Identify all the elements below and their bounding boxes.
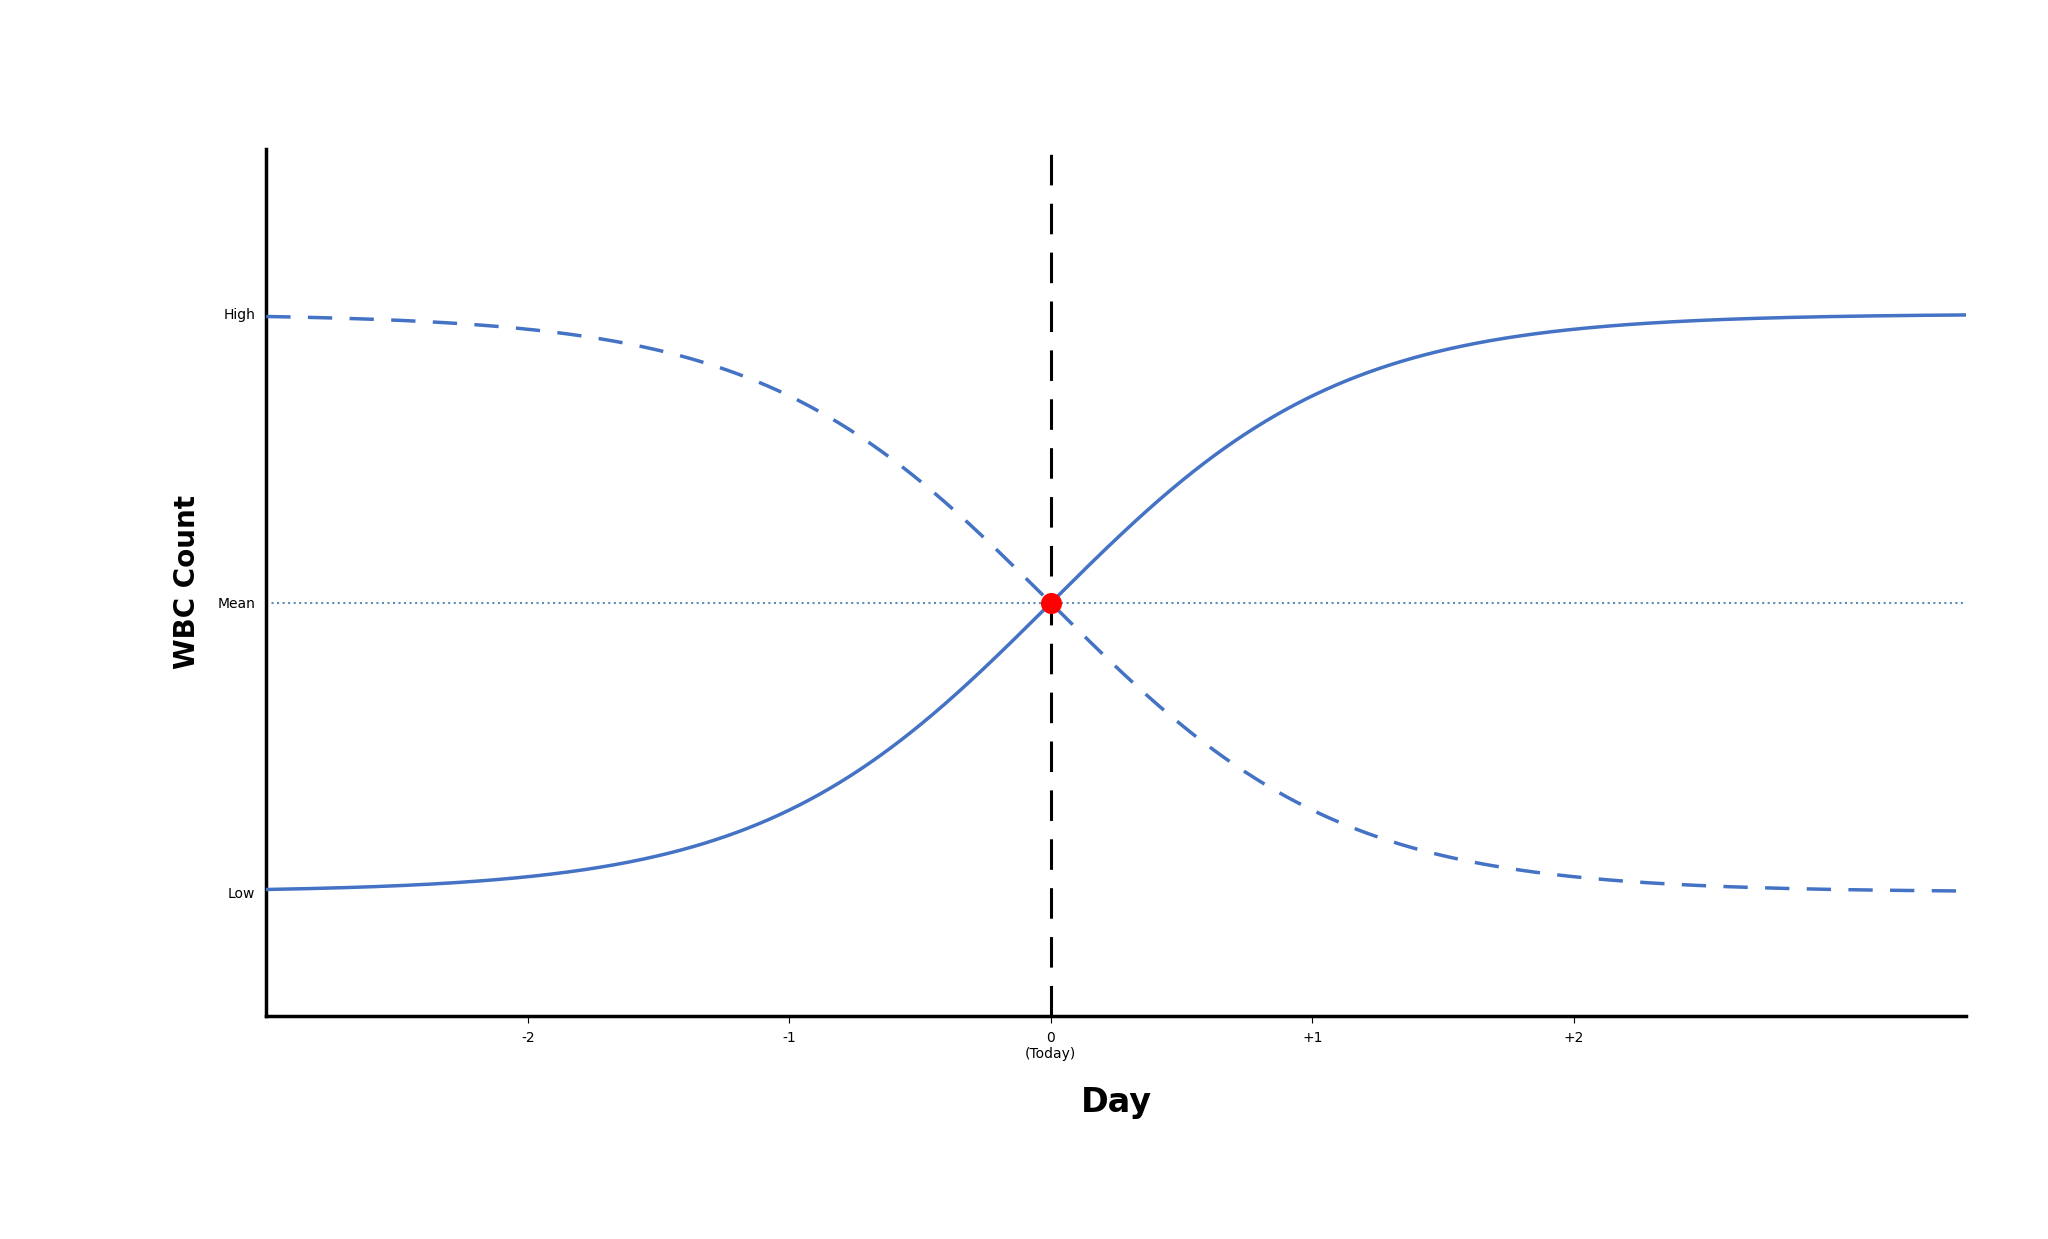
X-axis label: Day: Day [1081, 1087, 1151, 1120]
Point [1034, 593, 1067, 613]
Y-axis label: WBC Count: WBC Count [172, 496, 201, 669]
